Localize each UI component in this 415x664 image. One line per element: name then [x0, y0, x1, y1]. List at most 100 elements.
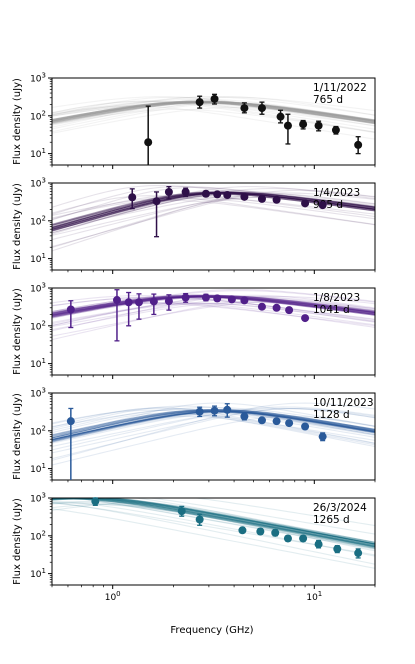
model-curve [52, 295, 375, 316]
data-point [240, 104, 249, 113]
model-curve [52, 198, 375, 229]
model-curve [131, 498, 375, 544]
data-point [283, 121, 292, 130]
data-point [210, 406, 219, 415]
model-curve [52, 498, 375, 546]
data-point [238, 526, 247, 535]
model-curve [52, 301, 375, 326]
model-curve [52, 192, 375, 241]
model-curve [52, 190, 375, 229]
model-curve [52, 498, 375, 545]
data-point [91, 497, 100, 506]
data-point [128, 193, 137, 202]
data-point [195, 98, 204, 107]
model-curve [52, 502, 375, 546]
data-point [354, 549, 363, 558]
model-curve [52, 290, 375, 316]
data-point [164, 187, 173, 196]
model-curve [52, 498, 375, 545]
data-point [181, 187, 190, 196]
epoch-age-label: 765 d [313, 94, 343, 106]
model-curve [97, 498, 375, 545]
y-tick-label: 103 [30, 492, 46, 505]
data-point [283, 534, 292, 543]
data-point [66, 305, 75, 314]
data-point [134, 298, 143, 307]
model-curve [74, 498, 375, 546]
epoch-date-label: 1/11/2022 [313, 82, 367, 94]
epoch-date-label: 26/3/2024 [313, 502, 367, 514]
model-curve [52, 498, 375, 547]
data-point [299, 534, 308, 543]
epoch-age-label: 1041 d [313, 304, 350, 316]
model-curve [52, 498, 375, 548]
data-point [285, 419, 294, 428]
data-point [314, 121, 323, 130]
model-curve [85, 498, 375, 547]
model-curve [52, 498, 375, 547]
y-axis-label: Flux density (uJy) [12, 183, 23, 270]
data-point [257, 416, 266, 425]
model-curve [52, 101, 375, 125]
data-point [144, 138, 153, 147]
y-tick-label: 102 [30, 529, 46, 542]
model-curve [52, 196, 375, 236]
data-points [66, 403, 327, 480]
model-curve [52, 192, 375, 230]
model-curve [52, 299, 375, 341]
data-point [152, 197, 161, 206]
data-point [201, 189, 210, 198]
data-point [257, 104, 266, 113]
model-curve [52, 186, 375, 229]
model-curve [52, 502, 375, 565]
model-curve [52, 498, 375, 548]
model-curve [52, 101, 375, 125]
model-curve [52, 189, 375, 248]
data-point [240, 296, 249, 305]
data-points [91, 497, 363, 559]
data-point [164, 297, 173, 306]
data-point [149, 297, 158, 306]
model-curve [52, 194, 375, 231]
data-point [272, 195, 281, 204]
model-curve [52, 103, 375, 127]
model-curve [52, 107, 375, 134]
data-point [314, 540, 323, 549]
model-curve [52, 296, 375, 320]
data-point [112, 296, 121, 305]
data-point [177, 507, 186, 516]
y-tick-label: 101 [30, 357, 46, 370]
model-curve [52, 295, 375, 318]
model-curve [52, 295, 375, 316]
epoch-date-label: 10/11/2023 [313, 397, 374, 409]
data-point [240, 412, 249, 421]
model-curve [52, 294, 375, 316]
model-curve [52, 295, 375, 317]
model-curve [52, 407, 375, 454]
epoch-date-label: 1/8/2023 [313, 292, 360, 304]
model-curve [52, 508, 375, 569]
data-point [124, 298, 133, 307]
data-point [318, 432, 327, 441]
y-axis-label: Flux density (uJy) [12, 78, 23, 165]
y-tick-label: 102 [30, 214, 46, 227]
model-curve [52, 407, 375, 460]
model-curve [70, 498, 375, 550]
model-curve [52, 498, 375, 545]
model-curve [52, 102, 375, 125]
data-point [181, 293, 190, 302]
model-curve [91, 498, 375, 548]
y-axis-label: Flux density (uJy) [12, 288, 23, 375]
y-tick-label: 103 [30, 177, 46, 190]
model-curve [52, 295, 375, 321]
model-curve [52, 301, 375, 331]
y-tick-label: 101 [30, 567, 46, 580]
model-curve [72, 498, 375, 550]
model-curve [52, 498, 375, 548]
model-curve [52, 498, 375, 545]
data-point [271, 528, 280, 537]
model-curve [52, 498, 375, 549]
model-curve [52, 295, 375, 317]
y-tick-label: 103 [30, 387, 46, 400]
